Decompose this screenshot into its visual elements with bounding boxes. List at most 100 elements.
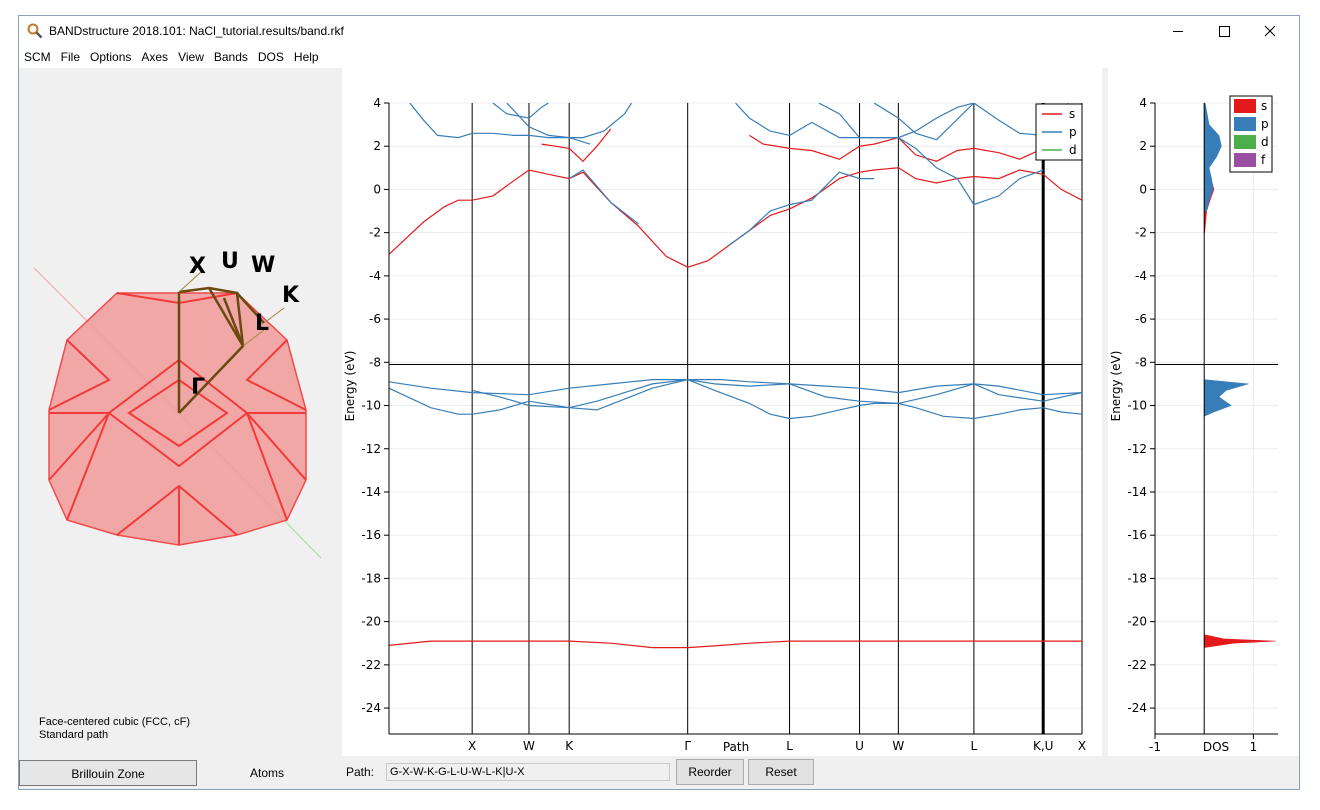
kpoint-label: X bbox=[1078, 739, 1086, 753]
kpoint-label: U bbox=[855, 739, 864, 753]
point-label-w: W bbox=[251, 253, 275, 278]
path-bar: Path: Reorder Reset bbox=[342, 756, 1299, 789]
band-y-tick-label: -2 bbox=[369, 226, 381, 240]
app-window: BANDstructure 2018.101: NaCl_tutorial.re… bbox=[18, 15, 1300, 790]
band-legend-label-d: d bbox=[1069, 143, 1077, 157]
dos-series bbox=[1203, 102, 1276, 648]
dos-legend-swatch-d bbox=[1234, 135, 1256, 149]
title-bar: BANDstructure 2018.101: NaCl_tutorial.re… bbox=[19, 16, 1299, 46]
dos-y-tick-label: -10 bbox=[1127, 399, 1147, 413]
point-label-gamma: Γ bbox=[191, 375, 205, 400]
menu-scm[interactable]: SCM bbox=[24, 50, 51, 64]
brillouin-zone-panel: X U W K L Γ Face-centered cubic (FCC, cF… bbox=[19, 68, 337, 789]
band-line-p bbox=[389, 378, 1082, 420]
dos-y-tick-label: -20 bbox=[1127, 615, 1147, 629]
maximize-button[interactable] bbox=[1201, 16, 1247, 46]
dos-legend-label-s: s bbox=[1261, 99, 1267, 113]
band-line-p bbox=[409, 103, 633, 139]
band-y-axis-label: Energy (eV) bbox=[343, 351, 357, 422]
menu-file[interactable]: File bbox=[60, 50, 81, 64]
close-button[interactable] bbox=[1247, 16, 1293, 46]
minimize-button[interactable] bbox=[1155, 16, 1201, 46]
band-grid bbox=[389, 102, 1082, 709]
dos-chart[interactable]: 4 2 0 -2 -4 -6 -8 -10 -12 -14 -16 -18 -20 -22 -24 -1 1 E… bbox=[1108, 68, 1300, 756]
dos-legend-label-p: p bbox=[1261, 117, 1269, 131]
band-y-tick-label: -10 bbox=[361, 399, 381, 413]
band-y-tick-label: -14 bbox=[361, 485, 381, 499]
brillouin-zone-view[interactable]: X U W K L Γ bbox=[19, 68, 337, 748]
point-label-u: U bbox=[221, 249, 239, 274]
point-label-x: X bbox=[189, 254, 206, 279]
point-label-l: L bbox=[255, 311, 269, 336]
minimize-icon bbox=[1173, 31, 1183, 32]
band-y-tick-label: -24 bbox=[361, 701, 381, 715]
dos-legend-swatch-p bbox=[1234, 117, 1256, 131]
menu-axes[interactable]: Axes bbox=[141, 50, 169, 64]
dos-y-axis-label: Energy (eV) bbox=[1109, 351, 1123, 422]
band-line-p bbox=[506, 103, 591, 145]
dos-y-tick-label: -4 bbox=[1135, 269, 1147, 283]
band-legend: spd bbox=[1035, 103, 1083, 161]
band-structure-chart[interactable]: 4 2 0 -2 -4 -6 -8 -10 -12 -14 -16 -18 -20 -22 -24 X W K Γ L… bbox=[342, 68, 1102, 756]
dos-legend-swatch-f bbox=[1234, 153, 1256, 167]
band-line-p bbox=[568, 169, 639, 225]
kpoint-label: L bbox=[786, 739, 793, 753]
band-y-tick-label: 0 bbox=[373, 182, 381, 196]
reorder-button[interactable]: Reorder bbox=[676, 759, 744, 785]
dos-y-tick-label: 0 bbox=[1139, 182, 1147, 196]
kpoint-label: L bbox=[971, 739, 978, 753]
band-y-tick-label: 4 bbox=[373, 96, 381, 110]
band-line-p bbox=[389, 379, 1082, 396]
point-leader-lines bbox=[178, 271, 285, 347]
dos-y-tick-label: -2 bbox=[1135, 226, 1147, 240]
band-y-tick-label: -22 bbox=[361, 658, 381, 672]
dos-y-tick-label: -14 bbox=[1127, 485, 1147, 499]
band-legend-label-p: p bbox=[1069, 125, 1077, 139]
left-panel-tabs: Brillouin Zone Atoms bbox=[19, 760, 337, 786]
dos-axes: 4 2 0 -2 -4 -6 -8 -10 -12 -14 -16 -18 -20 -22 -24 -1 1 bbox=[1127, 96, 1278, 754]
band-y-tick-label: -18 bbox=[361, 571, 381, 585]
menu-options[interactable]: Options bbox=[90, 50, 132, 64]
tab-atoms[interactable]: Atoms bbox=[197, 760, 337, 786]
dos-area-s bbox=[1203, 634, 1276, 648]
dos-area-p bbox=[1203, 379, 1249, 417]
maximize-icon bbox=[1219, 26, 1230, 37]
band-y-tick-label: -8 bbox=[369, 355, 381, 369]
point-label-k: K bbox=[282, 283, 300, 308]
dos-y-tick-label: -8 bbox=[1135, 355, 1147, 369]
app-icon bbox=[27, 23, 43, 39]
dos-x-axis-label: DOS bbox=[1203, 740, 1229, 754]
menu-bar: SCM File Options Axes View Bands DOS Help bbox=[19, 46, 1299, 68]
dos-panel: 4 2 0 -2 -4 -6 -8 -10 -12 -14 -16 -18 -20 -22 -24 -1 1 E… bbox=[1108, 68, 1300, 756]
band-line-p bbox=[728, 171, 875, 247]
band-y-tick-label: -6 bbox=[369, 312, 381, 326]
dos-y-tick-label: -12 bbox=[1127, 442, 1147, 456]
band-axes: 4 2 0 -2 -4 -6 -8 -10 -12 -14 -16 -18 -20 -22 -24 X W K Γ L… bbox=[361, 96, 1086, 753]
dos-x-tick-label: 1 bbox=[1250, 740, 1258, 754]
window-title: BANDstructure 2018.101: NaCl_tutorial.re… bbox=[49, 24, 344, 38]
menu-view[interactable]: View bbox=[178, 50, 204, 64]
kpoint-label: W bbox=[892, 739, 904, 753]
close-icon bbox=[1264, 25, 1276, 37]
band-line-p bbox=[818, 103, 1044, 206]
dos-y-tick-label: -22 bbox=[1127, 658, 1147, 672]
dos-legend-label-d: d bbox=[1261, 135, 1269, 149]
band-line-s bbox=[541, 128, 612, 163]
band-y-tick-label: 2 bbox=[373, 139, 381, 153]
reset-button[interactable]: Reset bbox=[748, 759, 814, 785]
band-legend-label-s: s bbox=[1069, 107, 1075, 121]
band-line-s bbox=[749, 134, 1055, 162]
band-structure-panel: 4 2 0 -2 -4 -6 -8 -10 -12 -14 -16 -18 -20 -22 -24 X W K Γ L… bbox=[342, 68, 1102, 756]
band-kpoint-lines bbox=[389, 103, 1083, 734]
dos-y-tick-label: -24 bbox=[1127, 701, 1147, 715]
band-y-tick-label: -20 bbox=[361, 615, 381, 629]
kpoint-label: Γ bbox=[684, 739, 691, 753]
path-input[interactable] bbox=[386, 763, 670, 781]
brillouin-zone-polyhedron bbox=[48, 292, 307, 546]
path-type: Standard path bbox=[39, 729, 109, 741]
menu-dos[interactable]: DOS bbox=[257, 50, 284, 64]
menu-help[interactable]: Help bbox=[293, 50, 319, 64]
menu-bands[interactable]: Bands bbox=[213, 50, 248, 64]
band-y-tick-label: -16 bbox=[361, 528, 381, 542]
tab-brillouin-zone[interactable]: Brillouin Zone bbox=[19, 760, 197, 786]
